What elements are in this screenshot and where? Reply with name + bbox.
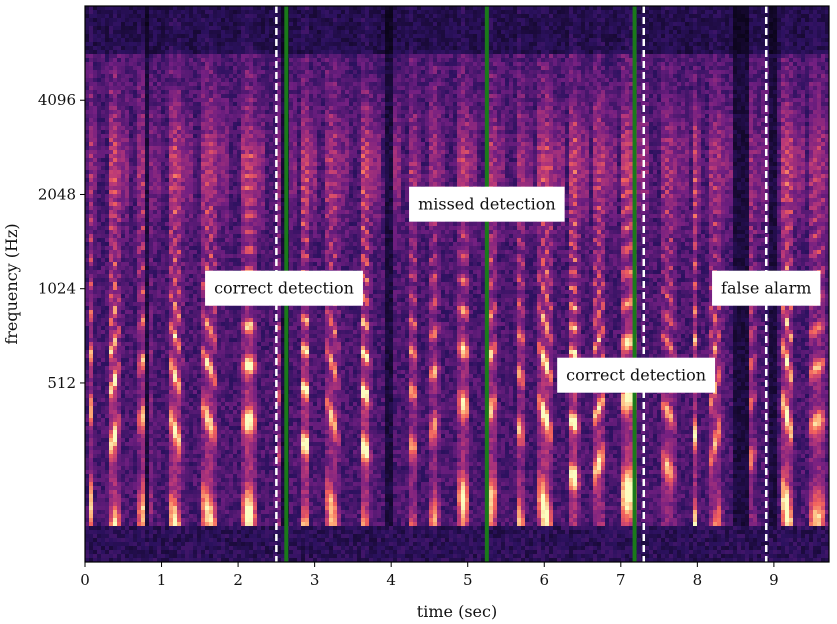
y-tick-label: 512: [47, 374, 76, 392]
annotation-label: missed detection: [418, 195, 556, 214]
x-tick-label: 5: [463, 571, 473, 589]
annotation-2: false alarm: [712, 271, 820, 306]
x-axis: 0 1 2 3 4 5 6 7 8 9: [80, 562, 778, 589]
annotation-label: correct detection: [566, 366, 706, 385]
annotation-0: correct detection: [205, 271, 363, 306]
x-tick-label: 0: [80, 571, 90, 589]
x-tick-label: 7: [616, 571, 626, 589]
x-tick-label: 6: [539, 571, 549, 589]
x-tick-label: 9: [769, 571, 779, 589]
annotation-label: correct detection: [214, 279, 354, 298]
x-tick-label: 1: [157, 571, 167, 589]
annotation-1: missed detection: [409, 187, 565, 222]
spectrogram-chart: 0 1 2 3 4 5 6 7 8 9 512 1024 2048 4096 correct detec…: [0, 0, 837, 624]
annotation-label: false alarm: [721, 279, 811, 298]
x-tick-label: 4: [386, 571, 396, 589]
y-tick-label: 2048: [38, 185, 76, 203]
x-tick-label: 3: [310, 571, 320, 589]
y-axis: 512 1024 2048 4096: [38, 91, 85, 392]
y-tick-label: 4096: [38, 91, 76, 109]
x-axis-title: time (sec): [417, 602, 497, 621]
x-tick-label: 2: [233, 571, 243, 589]
x-tick-label: 8: [693, 571, 703, 589]
y-tick-label: 1024: [38, 280, 76, 298]
y-axis-title: frequency (Hz): [2, 223, 21, 344]
annotation-3: correct detection: [557, 358, 715, 393]
